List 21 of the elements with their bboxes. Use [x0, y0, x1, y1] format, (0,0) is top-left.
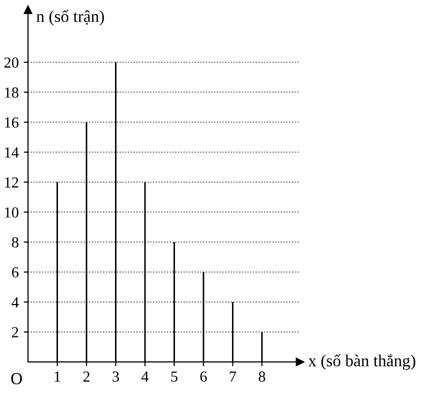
x-tick-label: 3 [112, 371, 119, 382]
y-tick-label: 18 [5, 87, 18, 98]
y-tick-label: 10 [5, 207, 18, 218]
y-tick-label: 8 [12, 237, 18, 248]
y-axis-title: n (số trận) [36, 10, 104, 26]
y-tick-label: 2 [12, 327, 18, 338]
x-tick-label: 8 [258, 371, 266, 382]
x-tick-label: 4 [141, 372, 149, 382]
x-tick-label: 1 [54, 371, 60, 382]
x-tick-label: 7 [230, 372, 236, 382]
x-tick-label: 2 [83, 371, 90, 382]
y-tick-label: 6 [12, 267, 19, 278]
y-tick-label: 4 [12, 297, 19, 308]
x-axis-title: x (số bàn thắng) [308, 354, 416, 370]
y-tick-label: 16 [5, 117, 19, 128]
text: O [11, 373, 22, 384]
x-tick-label: 6 [200, 371, 207, 382]
y-tick-label: 12 [5, 177, 18, 188]
y-tick-label: 20 [4, 57, 18, 68]
y-tick-label: 14 [5, 147, 19, 158]
x-tick-label: 5 [171, 372, 178, 382]
